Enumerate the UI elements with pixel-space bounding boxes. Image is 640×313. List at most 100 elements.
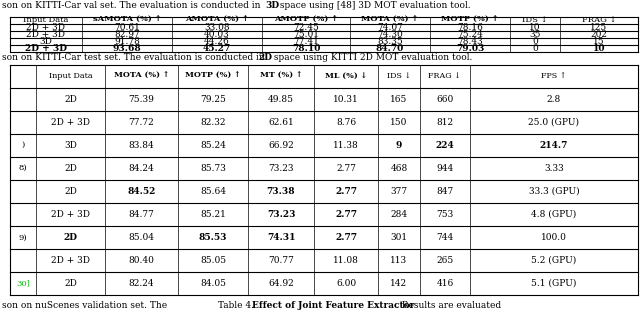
Text: 5.1 (GPU): 5.1 (GPU) xyxy=(531,279,577,288)
Text: space using [48] 3D MOT evaluation tool.: space using [48] 3D MOT evaluation tool. xyxy=(277,1,470,10)
Text: 75.01: 75.01 xyxy=(293,30,319,38)
Text: 113: 113 xyxy=(390,256,408,265)
Text: Effect of Joint Feature Extractor: Effect of Joint Feature Extractor xyxy=(252,300,414,310)
Text: 3D: 3D xyxy=(64,141,77,150)
Text: 78.10: 78.10 xyxy=(292,44,320,53)
Text: 9: 9 xyxy=(396,141,402,150)
Text: 70.77: 70.77 xyxy=(268,256,294,265)
Text: 82.97: 82.97 xyxy=(114,30,140,38)
Text: AMOTP (%) ↑: AMOTP (%) ↑ xyxy=(274,16,338,24)
Text: 82.32: 82.32 xyxy=(200,118,226,127)
Text: 30]: 30] xyxy=(16,280,30,288)
Text: 83.84: 83.84 xyxy=(129,141,154,150)
Text: son on nuScenes validation set. The: son on nuScenes validation set. The xyxy=(2,300,167,310)
Text: 74.07: 74.07 xyxy=(377,23,403,32)
Text: 0: 0 xyxy=(532,37,538,46)
Text: 2D + 3D: 2D + 3D xyxy=(51,118,90,127)
Text: 214.7: 214.7 xyxy=(540,141,568,150)
Text: 73.38: 73.38 xyxy=(267,187,295,196)
Text: 44.26: 44.26 xyxy=(204,37,230,46)
Text: 78.43: 78.43 xyxy=(457,37,483,46)
Text: 80.40: 80.40 xyxy=(129,256,154,265)
Text: sAMOTA (%) ↑: sAMOTA (%) ↑ xyxy=(93,16,161,24)
Text: 2D + 3D: 2D + 3D xyxy=(25,44,67,53)
Text: 847: 847 xyxy=(436,187,454,196)
Text: 2D: 2D xyxy=(258,53,272,62)
Text: 82.24: 82.24 xyxy=(129,279,154,288)
Text: FPS ↑: FPS ↑ xyxy=(541,72,567,80)
Text: 10: 10 xyxy=(593,44,605,53)
Text: 2.77: 2.77 xyxy=(335,210,357,219)
Text: FRAG ↓: FRAG ↓ xyxy=(582,16,616,24)
Text: 10.31: 10.31 xyxy=(333,95,359,104)
Text: 165: 165 xyxy=(390,95,408,104)
Text: 150: 150 xyxy=(390,118,408,127)
Text: 74.31: 74.31 xyxy=(267,233,295,242)
Text: 15: 15 xyxy=(593,37,605,46)
Text: IDS ↓: IDS ↓ xyxy=(522,16,548,24)
Text: 10: 10 xyxy=(529,23,541,32)
Text: 84.52: 84.52 xyxy=(127,187,156,196)
Text: 142: 142 xyxy=(390,279,408,288)
Text: IDS ↓: IDS ↓ xyxy=(387,72,411,80)
Text: 660: 660 xyxy=(436,95,454,104)
Text: 812: 812 xyxy=(436,118,454,127)
Text: 284: 284 xyxy=(390,210,408,219)
Text: Input Data: Input Data xyxy=(23,16,68,24)
Text: 3.33: 3.33 xyxy=(544,164,564,173)
Text: 753: 753 xyxy=(436,210,454,219)
Text: ML (%) ↓: ML (%) ↓ xyxy=(325,72,367,80)
Text: 2.8: 2.8 xyxy=(547,95,561,104)
Text: 265: 265 xyxy=(436,256,454,265)
Text: 74.30: 74.30 xyxy=(377,30,403,38)
Text: 45.27: 45.27 xyxy=(203,44,231,53)
Text: 85.53: 85.53 xyxy=(199,233,227,242)
Text: 2D: 2D xyxy=(64,164,77,173)
Text: 11.38: 11.38 xyxy=(333,141,359,150)
Text: 84.70: 84.70 xyxy=(376,44,404,53)
Text: 8.76: 8.76 xyxy=(336,118,356,127)
Text: 3D: 3D xyxy=(40,37,52,46)
Text: 8): 8) xyxy=(19,164,28,172)
Text: 79.25: 79.25 xyxy=(200,95,226,104)
Text: 64.92: 64.92 xyxy=(268,279,294,288)
Text: Table 4.: Table 4. xyxy=(218,300,257,310)
Text: 2.77: 2.77 xyxy=(335,233,357,242)
Text: 77.72: 77.72 xyxy=(129,118,154,127)
Text: 2D + 3D: 2D + 3D xyxy=(26,30,65,38)
Text: 416: 416 xyxy=(436,279,454,288)
Text: FRAG ↓: FRAG ↓ xyxy=(429,72,461,80)
Text: 72.45: 72.45 xyxy=(293,23,319,32)
Text: 6.00: 6.00 xyxy=(336,279,356,288)
Text: 78.16: 78.16 xyxy=(457,23,483,32)
Text: 33.08: 33.08 xyxy=(204,23,230,32)
Text: 2D: 2D xyxy=(64,279,77,288)
Text: MOTP (%) ↑: MOTP (%) ↑ xyxy=(441,16,499,24)
Text: 62.61: 62.61 xyxy=(268,118,294,127)
Text: 125: 125 xyxy=(590,23,607,32)
Text: 84.24: 84.24 xyxy=(129,164,154,173)
Text: 85.04: 85.04 xyxy=(129,233,154,242)
Text: 70.61: 70.61 xyxy=(114,23,140,32)
Text: 744: 744 xyxy=(436,233,454,242)
Text: 73.23: 73.23 xyxy=(268,164,294,173)
Text: 85.24: 85.24 xyxy=(200,141,226,150)
Text: 2D + 3D: 2D + 3D xyxy=(51,256,90,265)
Text: 75.24: 75.24 xyxy=(457,30,483,38)
Text: 0: 0 xyxy=(532,44,538,53)
Text: 85.64: 85.64 xyxy=(200,187,226,196)
Text: 9): 9) xyxy=(19,233,28,241)
Text: AMOTA (%) ↑: AMOTA (%) ↑ xyxy=(185,16,249,24)
Text: 4.8 (GPU): 4.8 (GPU) xyxy=(531,210,577,219)
Text: 77.41: 77.41 xyxy=(293,37,319,46)
Text: 11.08: 11.08 xyxy=(333,256,359,265)
Text: 2.77: 2.77 xyxy=(336,164,356,173)
Text: space using KITTI 2D MOT evaluation tool.: space using KITTI 2D MOT evaluation tool… xyxy=(271,53,472,62)
Text: 100.0: 100.0 xyxy=(541,233,567,242)
Text: 73.23: 73.23 xyxy=(267,210,295,219)
Text: 944: 944 xyxy=(436,164,454,173)
Text: MOTP (%) ↑: MOTP (%) ↑ xyxy=(185,72,241,80)
Text: 2D: 2D xyxy=(63,233,77,242)
Text: 49.85: 49.85 xyxy=(268,95,294,104)
Text: 2D: 2D xyxy=(64,187,77,196)
